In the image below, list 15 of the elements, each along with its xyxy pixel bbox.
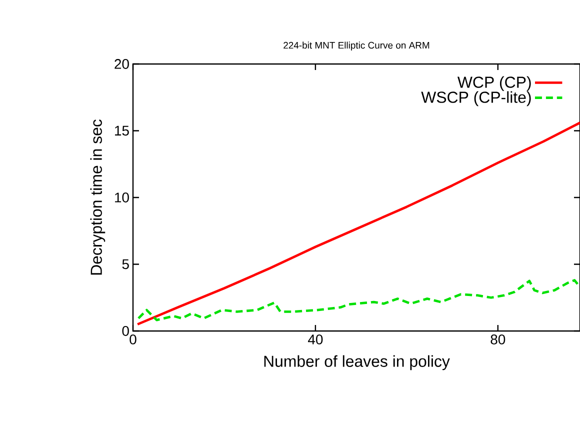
y-tick-label: 15 <box>115 126 129 136</box>
y-tick-label: 10 <box>115 192 129 202</box>
legend-label: WSCP (CP-lite) <box>421 91 531 106</box>
x-axis-title: Number of leaves in policy <box>264 355 450 370</box>
line-series <box>137 279 580 322</box>
y-axis-title: Decryption time in sec <box>90 120 106 275</box>
y-tick-label: 0 <box>122 326 129 336</box>
y-tick-label: 20 <box>114 59 129 69</box>
y-tick-label: 5 <box>122 259 129 270</box>
x-tick-label: 40 <box>308 334 323 344</box>
line-series <box>136 122 580 326</box>
x-tick-label: 80 <box>490 334 506 344</box>
x-tick-label: 0 <box>130 334 136 344</box>
chart-title: 224-bit MNT Elliptic Curve on ARM <box>284 42 430 51</box>
legend-label: WCP (CP) <box>457 76 531 92</box>
